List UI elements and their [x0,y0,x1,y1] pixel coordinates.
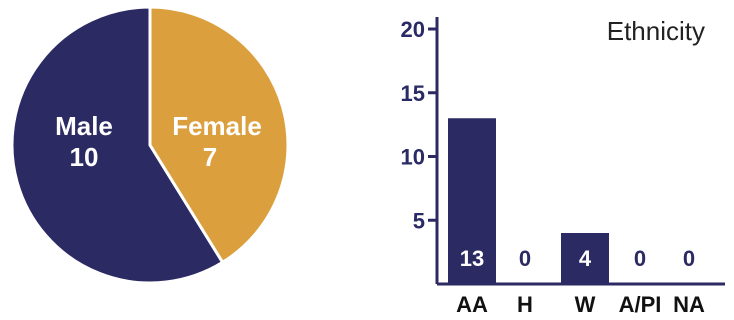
bar-w [561,233,609,284]
bar-value-label: 4 [579,246,592,271]
bar-value-label: 0 [683,246,695,271]
pie-slice-male [10,5,225,285]
bar-value-label: 0 [634,246,646,271]
bar-chart-title: Ethnicity [607,16,705,46]
y-tick-label: 15 [401,81,425,106]
y-tick-label: 5 [413,208,425,233]
gender-pie-chart: Male 10 Female 7 [10,5,290,285]
ethnicity-bar-chart: Ethnicity 13 AA 0 H 4 W 0 A/PI 0 NA 5 10 15 20 [401,16,725,317]
x-category-label: AA [456,292,488,317]
bar-value-label: 0 [519,246,531,271]
x-category-label: A/PI [619,292,662,317]
bar-value-label: 13 [460,246,484,271]
pie-label-male-name: Male [55,111,113,141]
pie-label-female-name: Female [172,111,262,141]
bar-aa [448,118,496,284]
x-category-label: NA [673,292,705,317]
pie-slice-female [148,5,290,265]
x-category-label: W [575,292,596,317]
pie-label-female-value: 7 [203,142,217,172]
x-category-label: H [517,292,533,317]
pie-label-male-value: 10 [70,142,99,172]
y-tick-label: 20 [401,17,425,42]
y-tick-label: 10 [401,145,425,170]
